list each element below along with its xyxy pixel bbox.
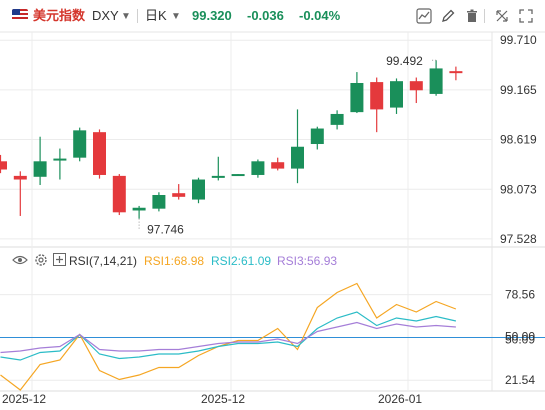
trash-icon[interactable] xyxy=(464,8,480,24)
price-tick-label: 98.619 xyxy=(500,133,537,147)
rsi-tick-label: 78.56 xyxy=(505,288,535,302)
candle-body[interactable] xyxy=(211,175,225,178)
line-tool-icon[interactable] xyxy=(416,8,432,24)
candle-body[interactable] xyxy=(251,161,265,175)
chart-toolbar: 美元指数 DXY ▼ 日K ▼ 99.320 -0.036 -0.04% xyxy=(0,0,545,32)
candle-body[interactable] xyxy=(231,174,245,177)
candle-body[interactable] xyxy=(291,146,304,169)
divider xyxy=(137,9,138,23)
rsi-ref-label: 50.09 xyxy=(505,333,535,347)
time-tick-label: 2025-12 xyxy=(201,392,245,406)
settings-icon[interactable] xyxy=(34,253,48,270)
price-tick-label: 99.710 xyxy=(500,33,537,47)
flip-icon[interactable] xyxy=(494,8,510,24)
high-annotation: 99.492 xyxy=(386,54,423,68)
price-tick-label: 98.073 xyxy=(500,182,537,196)
chevron-down-icon[interactable]: ▼ xyxy=(171,11,181,22)
time-tick-label: 2026-01 xyxy=(378,392,422,406)
eye-icon[interactable] xyxy=(12,253,28,270)
rsi3-value: RSI3:56.93 xyxy=(277,254,338,268)
candle-body[interactable] xyxy=(112,175,126,213)
candle-body[interactable] xyxy=(73,130,87,158)
add-indicator-icon[interactable] xyxy=(53,253,66,269)
time-tick-label: 2025-12 xyxy=(2,392,46,406)
divider xyxy=(484,9,485,23)
period-selector[interactable]: 日K xyxy=(145,8,167,23)
expand-icon[interactable] xyxy=(518,8,534,24)
candle-body[interactable] xyxy=(192,179,205,200)
chevron-down-icon[interactable]: ▼ xyxy=(121,11,131,22)
candle-body[interactable] xyxy=(172,193,186,197)
last-price: 99.320 xyxy=(192,8,232,23)
rsi1-value: RSI1:68.98 xyxy=(144,254,205,268)
flag-us-icon xyxy=(12,9,28,21)
rsi-indicator-name[interactable]: RSI(7,14,21) xyxy=(69,254,138,268)
price-change: -0.036 xyxy=(247,8,284,23)
rsi-series-line-rsi3 xyxy=(0,321,456,354)
candle-body[interactable] xyxy=(350,82,364,113)
candle-body[interactable] xyxy=(271,162,285,169)
candle-body[interactable] xyxy=(152,195,166,209)
instrument-name[interactable]: 美元指数 xyxy=(33,8,86,23)
instrument-symbol[interactable]: DXY xyxy=(92,8,119,23)
candle-body[interactable] xyxy=(0,161,7,170)
rsi2-value: RSI2:61.09 xyxy=(211,254,272,268)
candle-body[interactable] xyxy=(429,68,443,94)
candle-body[interactable] xyxy=(370,82,384,110)
price-change-percent: -0.04% xyxy=(299,8,341,23)
rsi-series-line-rsi2 xyxy=(0,311,457,361)
candle-body[interactable] xyxy=(390,81,403,108)
price-tick-label: 99.165 xyxy=(500,83,537,97)
rsi-series-line-rsi1 xyxy=(0,282,457,391)
candle-body[interactable] xyxy=(409,81,423,91)
low-annotation: 97.746 xyxy=(147,223,184,237)
candle-body[interactable] xyxy=(53,158,67,161)
candle-body[interactable] xyxy=(132,207,146,211)
candle-body[interactable] xyxy=(310,128,324,145)
candle-body[interactable] xyxy=(33,161,47,177)
candle-body[interactable] xyxy=(93,132,106,175)
price-tick-label: 97.528 xyxy=(500,232,537,246)
candle-body[interactable] xyxy=(330,113,344,125)
pencil-icon[interactable] xyxy=(440,8,456,24)
rsi-tick-label: 21.54 xyxy=(505,373,535,387)
rsi-ref-label: 50.00 xyxy=(505,330,535,344)
candle-body[interactable] xyxy=(13,175,27,180)
candle-body[interactable] xyxy=(449,71,463,74)
